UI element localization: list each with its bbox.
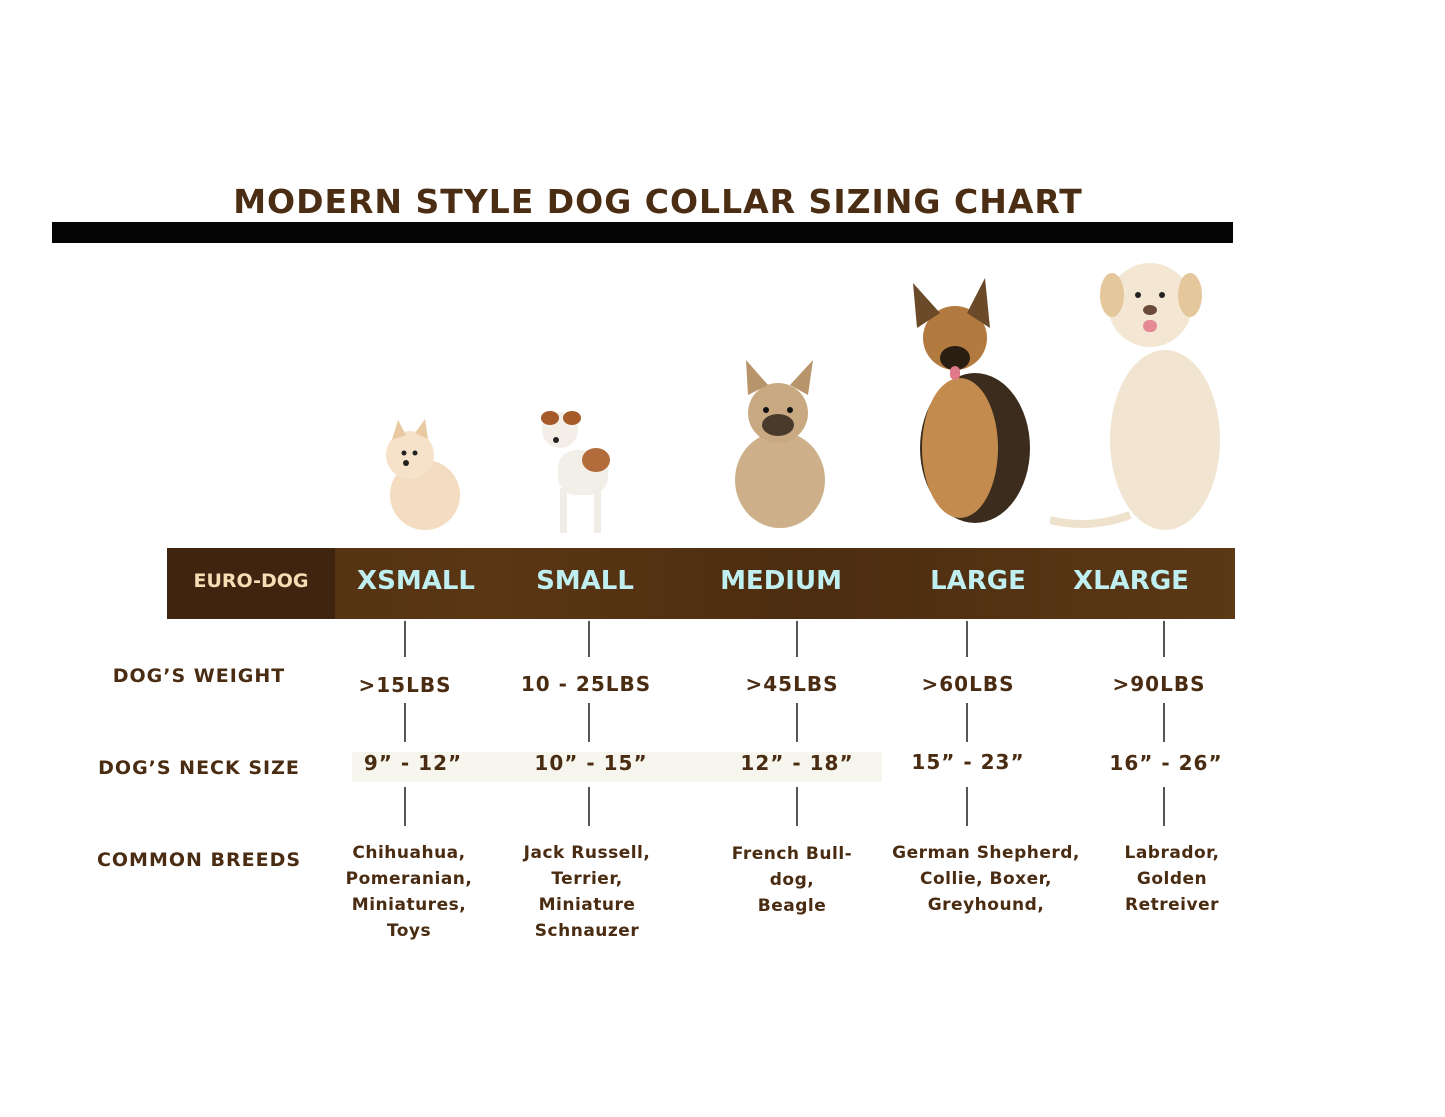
neck-medium: 12” - 18” [740,751,854,775]
breed-line: Greyhound, [927,895,1045,915]
weight-medium: >45LBS [745,672,839,696]
pomeranian-image [386,419,460,530]
size-label-large: LARGE [930,566,1026,596]
breed-line: Beagle [757,896,827,916]
breed-line: German Shepherd, [892,843,1080,863]
connector-tick [1163,621,1165,657]
breeds-xlarge: Labrador, Golden Retreiver [1124,840,1219,918]
connector-tick [966,787,968,826]
breeds-small: Jack Russell, Terrier, Miniature Schnauzer [524,840,651,944]
brand-label: EURO-DOG [193,570,309,592]
neck-highlight [352,752,882,782]
breed-line: Schnauzer [534,921,640,941]
breed-line: Labrador, [1124,843,1220,863]
connector-tick [404,703,406,742]
breed-line: Miniature [538,895,636,915]
size-label-small: SMALL [536,566,634,596]
breed-line: Collie, Boxer, [919,869,1053,889]
neck-small: 10” - 15” [534,751,648,775]
breed-line: Chihuahua, [352,843,466,863]
size-band [167,548,1235,619]
german-shepherd-image [913,278,1030,523]
breed-line: French Bull- [731,844,853,864]
french-bulldog-image [735,360,825,528]
breed-line: Miniatures, [351,895,467,915]
connector-tick [796,787,798,826]
breed-line: Toys [386,921,432,941]
connector-tick [796,703,798,742]
breed-line: dog, [769,870,815,890]
neck-xlarge: 16” - 26” [1109,751,1223,775]
row-label-breeds: COMMON BREEDS [96,849,302,871]
connector-tick [588,787,590,826]
breed-line: Terrier, [551,869,623,889]
connector-tick [1163,787,1165,826]
connector-tick [588,621,590,657]
title-divider [52,222,1233,243]
page-title: MODERN STYLE DOG COLLAR SIZING CHART [233,182,1083,221]
row-label-weight: DOG’S WEIGHT [112,665,286,687]
breed-line: Pomeranian, [345,869,473,889]
jack-russell-image [541,411,610,533]
connector-tick [1163,703,1165,742]
size-label-xlarge: XLARGE [1073,566,1189,596]
weight-large: >60LBS [921,672,1015,696]
weight-xlarge: >90LBS [1112,672,1206,696]
connector-tick [966,621,968,657]
size-label-medium: MEDIUM [720,566,842,596]
connector-tick [966,703,968,742]
breeds-xsmall: Chihuahua, Pomeranian, Miniatures, Toys [346,840,473,944]
brand-segment [167,548,335,619]
connector-tick [796,621,798,657]
breed-line: Jack Russell, [523,843,651,863]
weight-xsmall: >15LBS [358,673,452,697]
breeds-medium: French Bull-dog, Beagle [732,841,852,919]
size-label-xsmall: XSMALL [357,566,475,596]
neck-xsmall: 9” - 12” [363,751,463,775]
connector-tick [404,787,406,826]
breed-line: Retreiver [1125,895,1219,915]
labrador-image [1050,263,1220,530]
weight-small: 10 - 25LBS [520,672,652,696]
connector-tick [404,621,406,657]
row-label-neck: DOG’S NECK SIZE [98,757,300,779]
breed-line: Golden [1136,869,1208,889]
neck-large: 15” - 23” [911,750,1025,774]
breeds-large: German Shepherd, Collie, Boxer, Greyhound, [892,840,1080,918]
connector-tick [588,703,590,742]
